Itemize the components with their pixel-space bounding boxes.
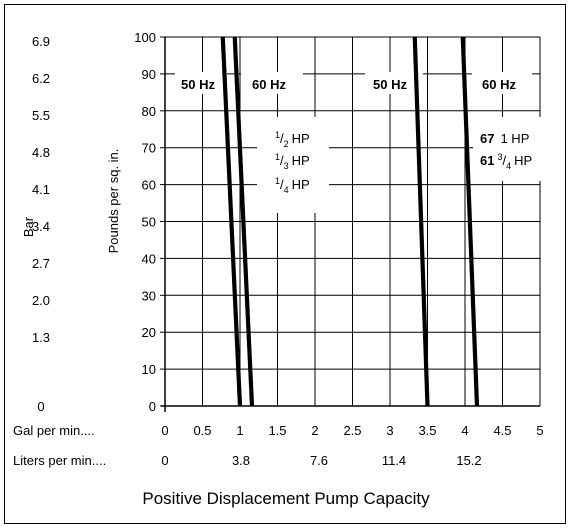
x-tick-label-lpm: 11.4	[382, 453, 406, 468]
x-tick-label-gpm: 1	[236, 423, 243, 438]
x-tick-label-gpm: 0.5	[193, 423, 211, 438]
x-tick-label-gpm: 4.5	[493, 423, 511, 438]
y-tick-label-bar: 4.8	[32, 145, 50, 160]
label-background	[365, 72, 423, 94]
y-tick-label-bar: 6.9	[32, 34, 50, 49]
hz-label: 60 Hz	[482, 77, 516, 92]
hp-label-fraction: 1/3 HP	[275, 152, 310, 171]
y-tick-label-bar: 4.1	[32, 182, 50, 197]
pump-curve-60hz	[232, 36, 255, 407]
y-tick-label-bar: 0	[37, 399, 44, 414]
pump-curve-60hz	[460, 36, 480, 407]
hp-label-model: 61 3/4 HP	[480, 152, 532, 171]
chart-frame: 0 10 20 30 40 50 60 70 80 90 100 0 1.3 2.0 2.7 3.4 4.1 4.…	[4, 4, 566, 524]
hp-label-fraction: 1/4 HP	[275, 176, 310, 195]
x-tick-label-lpm: 7.6	[310, 453, 328, 468]
hz-label: 50 Hz	[181, 77, 215, 92]
y-tick-label-bar: 1.3	[32, 330, 50, 345]
hz-label: 50 Hz	[373, 77, 407, 92]
chart-title: Positive Displacement Pump Capacity	[142, 489, 430, 508]
x-tick-label-lpm: 0	[161, 453, 168, 468]
y-tick-label-psi: 70	[142, 141, 156, 156]
label-background	[257, 117, 329, 213]
y-axis-label-psi: Pounds per sq. in.	[106, 149, 121, 254]
x-axis-label-gpm: Gal per min....	[13, 423, 95, 438]
x-tick-label-gpm: 1.5	[268, 423, 286, 438]
y-tick-label-bar: 3.4	[32, 219, 50, 234]
hz-label: 60 Hz	[252, 77, 286, 92]
x-tick-label-gpm: 5	[536, 423, 543, 438]
y-tick-label-psi: 40	[142, 251, 156, 266]
pump-capacity-chart: 010203040506070809010001.32.02.73.44.14.…	[13, 30, 547, 508]
label-background	[175, 72, 227, 94]
x-tick-label-gpm: 3	[386, 423, 393, 438]
x-tick-label-gpm: 4	[461, 423, 468, 438]
x-tick-label-lpm: 3.8	[232, 453, 250, 468]
x-tick-label-lpm: 15.2	[456, 453, 481, 468]
y-tick-label-psi: 60	[142, 178, 156, 193]
y-tick-label-psi: 20	[142, 325, 156, 340]
pump-curve-50hz	[220, 36, 243, 407]
hp-label-model: 67 1 HP	[480, 131, 529, 146]
y-tick-label-psi: 0	[149, 399, 156, 414]
x-tick-label-gpm: 2.5	[343, 423, 361, 438]
pump-curve-50hz	[412, 36, 430, 407]
x-tick-label-gpm: 0	[161, 423, 168, 438]
y-tick-label-psi: 10	[142, 362, 156, 377]
y-axis-label-bar: Bar	[21, 216, 36, 237]
x-tick-label-gpm: 3.5	[418, 423, 436, 438]
y-tick-label-bar: 5.5	[32, 108, 50, 123]
y-tick-label-psi: 90	[142, 67, 156, 82]
y-tick-label-psi: 50	[142, 215, 156, 230]
label-background	[473, 117, 547, 181]
y-tick-label-psi: 80	[142, 104, 156, 119]
y-tick-label-psi: 30	[142, 288, 156, 303]
y-tick-label-bar: 2.0	[32, 293, 50, 308]
label-background	[241, 72, 303, 94]
x-axis-label-lpm: Liters per min....	[13, 453, 106, 468]
y-tick-label-bar: 2.7	[32, 256, 50, 271]
y-tick-label-psi: 100	[134, 30, 156, 45]
y-tick-label-bar: 6.2	[32, 71, 50, 86]
label-background	[472, 72, 532, 94]
hp-label-fraction: 1/2 HP	[275, 130, 310, 149]
x-tick-label-gpm: 2	[311, 423, 318, 438]
